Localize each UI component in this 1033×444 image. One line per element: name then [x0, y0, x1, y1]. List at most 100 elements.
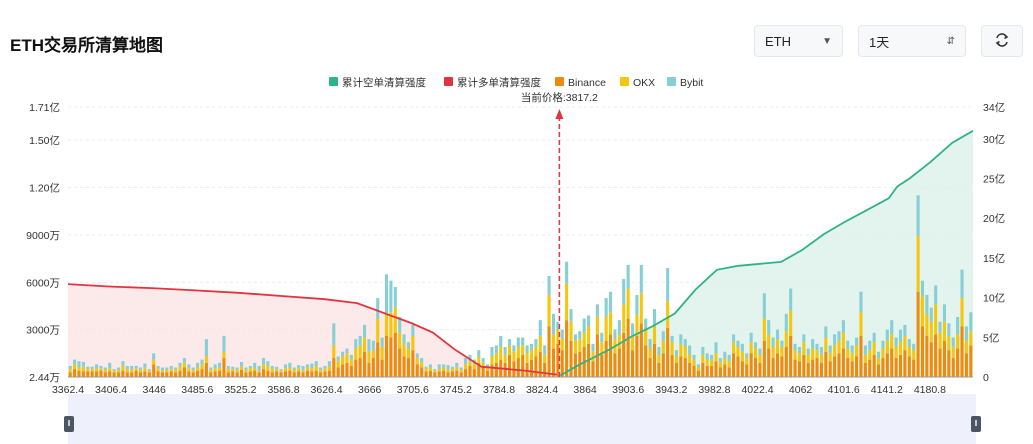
bar-binance — [213, 371, 217, 377]
bar-binance — [468, 365, 472, 377]
bar-bybit — [310, 363, 314, 369]
bar-bybit — [244, 367, 248, 370]
x-tick-label: 3626.4 — [311, 384, 343, 396]
bar-binance — [116, 372, 121, 377]
bar-binance — [472, 369, 476, 377]
bar-bybit — [371, 340, 375, 351]
bar-bybit — [147, 369, 151, 371]
bar-bybit — [138, 367, 143, 370]
bar-binance — [507, 354, 512, 377]
bar-binance — [196, 370, 200, 377]
bar-binance — [398, 348, 402, 377]
bar-okx — [929, 321, 933, 343]
bar-okx — [604, 316, 608, 341]
bar-okx — [841, 332, 845, 349]
bar-binance — [248, 371, 252, 377]
bar-binance — [670, 354, 674, 377]
bar-okx — [125, 369, 129, 373]
bar-binance — [960, 326, 964, 377]
bar-bybit — [529, 343, 534, 351]
bar-binance — [239, 369, 244, 377]
bar-okx — [499, 347, 503, 360]
bar-bybit — [661, 331, 665, 341]
x-tick-label: 3824.4 — [526, 384, 558, 396]
bar-okx — [815, 350, 819, 359]
bar-bybit — [613, 329, 617, 340]
bar-binance — [907, 356, 911, 377]
bar-binance — [732, 353, 736, 377]
bar-binance — [257, 372, 261, 377]
bar-binance — [376, 342, 380, 377]
refresh-icon — [994, 32, 1010, 51]
bar-okx — [705, 359, 709, 366]
zoom-slider-track[interactable] — [68, 394, 976, 444]
long-cum-line — [67, 283, 558, 376]
zoom-handle-right[interactable]: ‖ — [971, 416, 981, 432]
bar-binance — [455, 370, 459, 377]
bar-okx — [780, 347, 784, 357]
bar-bybit — [415, 353, 419, 359]
bar-binance — [674, 362, 678, 377]
bar-binance — [648, 358, 652, 377]
bar-bybit — [780, 340, 784, 347]
bar-okx — [758, 354, 762, 363]
zoom-handle-left[interactable]: ‖ — [64, 416, 74, 432]
bar-okx — [771, 347, 775, 359]
symbol-select[interactable]: ETH ▼ — [754, 25, 843, 57]
bar-bybit — [253, 362, 257, 368]
bar-okx — [877, 358, 881, 365]
bar-binance — [942, 340, 946, 377]
bar-binance — [644, 345, 648, 377]
bar-bybit — [855, 337, 859, 346]
bar-okx — [196, 367, 200, 371]
bar-okx — [222, 351, 226, 359]
bar-okx — [86, 369, 90, 372]
time-range-select[interactable]: 1天 ⇵ — [858, 25, 966, 57]
bar-okx — [204, 356, 208, 363]
bar-okx — [108, 368, 112, 372]
bar-binance — [534, 356, 538, 377]
bar-okx — [310, 368, 314, 372]
x-tick-label: 3666 — [358, 384, 382, 396]
bar-okx — [573, 340, 577, 354]
bar-okx — [288, 367, 292, 371]
bar-bybit — [828, 345, 832, 354]
y-right-tick-label: 25亿 — [983, 172, 1005, 185]
bar-bybit — [323, 365, 327, 369]
bar-bybit — [898, 329, 903, 343]
bar-bybit — [354, 339, 358, 349]
bar-okx — [898, 342, 903, 355]
bar-bybit — [178, 362, 182, 366]
bar-okx — [762, 318, 766, 341]
bar-okx — [169, 369, 173, 372]
bar-okx — [253, 367, 257, 371]
bar-binance — [204, 362, 208, 377]
bar-bybit — [68, 365, 72, 370]
bar-binance — [898, 354, 903, 377]
bar-bybit — [877, 351, 881, 359]
bar-okx — [354, 348, 358, 360]
bar-bybit — [420, 358, 424, 363]
bar-bybit — [885, 329, 889, 341]
bar-okx — [270, 369, 274, 373]
bar-okx — [358, 345, 362, 359]
bar-binance — [86, 371, 90, 377]
bar-okx — [130, 369, 134, 373]
bar-okx — [920, 296, 925, 327]
bar-binance — [920, 326, 925, 377]
bar-bybit — [77, 361, 81, 368]
bar-binance — [626, 318, 630, 377]
bar-bybit — [696, 364, 700, 368]
bar-bybit — [486, 364, 490, 368]
bar-bybit — [727, 354, 731, 362]
bar-binance — [68, 372, 72, 377]
refresh-button[interactable] — [981, 25, 1023, 57]
bar-bybit — [525, 345, 529, 354]
bar-bybit — [182, 358, 186, 363]
bar-okx — [868, 350, 872, 360]
bar-binance — [437, 371, 441, 377]
bar-binance — [446, 372, 450, 377]
bar-okx — [560, 339, 564, 351]
bar-okx — [450, 369, 454, 372]
bar-bybit — [376, 298, 380, 319]
